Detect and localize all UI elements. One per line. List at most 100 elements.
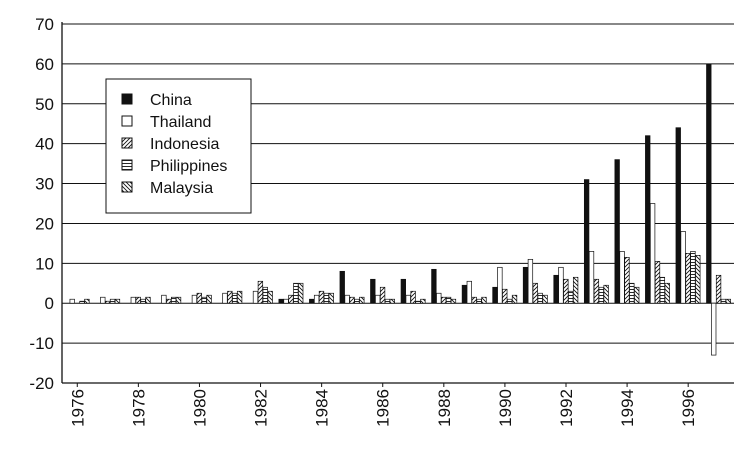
bar-philippines bbox=[201, 296, 207, 304]
bar-china bbox=[706, 63, 712, 304]
x-tick-label: 1990 bbox=[496, 389, 515, 427]
bar-thailand bbox=[161, 294, 167, 304]
bar-malaysia bbox=[389, 298, 395, 304]
bar-thailand bbox=[558, 266, 564, 304]
bar-philippines bbox=[354, 298, 360, 304]
x-tick-label: 1992 bbox=[557, 389, 576, 427]
bar-china bbox=[583, 179, 590, 304]
bar-indonesia bbox=[593, 278, 600, 304]
y-tick-label: 60 bbox=[35, 55, 54, 74]
bar-china bbox=[370, 278, 376, 304]
legend-label-malaysia: Malaysia bbox=[150, 180, 213, 197]
bar-malaysia bbox=[206, 294, 212, 304]
bar-china bbox=[645, 135, 651, 304]
legend: China Thailand Indonesia Philippines Malaysi… bbox=[105, 78, 252, 214]
bar-indonesia bbox=[135, 296, 141, 304]
bar-malaysia bbox=[511, 294, 518, 304]
bar-indonesia bbox=[166, 298, 172, 304]
x-tick-label: 1978 bbox=[129, 389, 148, 427]
x-tick-label: 1994 bbox=[618, 389, 637, 427]
bar-malaysia bbox=[114, 298, 121, 304]
bar-philippines bbox=[323, 292, 330, 304]
bar-philippines bbox=[690, 251, 696, 304]
bar-malaysia bbox=[542, 294, 548, 304]
bar-malaysia bbox=[572, 276, 579, 304]
x-tick-label: 1982 bbox=[252, 389, 271, 427]
bar-philippines bbox=[109, 298, 116, 304]
bar-malaysia bbox=[725, 298, 731, 304]
bar-indonesia bbox=[288, 294, 294, 304]
y-tick-label: 0 bbox=[45, 294, 54, 313]
bar-malaysia bbox=[84, 298, 90, 304]
bar-thailand bbox=[680, 231, 686, 304]
bar-indonesia bbox=[654, 260, 661, 304]
bar-thailand bbox=[130, 296, 136, 304]
bar-indonesia bbox=[257, 280, 264, 304]
bar-thailand bbox=[466, 280, 472, 304]
legend-swatch-thailand bbox=[121, 115, 133, 127]
bar-malaysia bbox=[236, 290, 243, 304]
bar-indonesia bbox=[715, 274, 722, 304]
bar-malaysia bbox=[420, 298, 426, 304]
bar-philippines bbox=[171, 296, 177, 304]
bar-thailand bbox=[588, 251, 595, 304]
bar-thailand bbox=[527, 258, 534, 304]
bar-malaysia bbox=[450, 298, 457, 304]
bar-thailand bbox=[344, 294, 350, 304]
bar-philippines bbox=[445, 296, 452, 304]
bar-indonesia bbox=[105, 300, 111, 304]
bar-malaysia bbox=[695, 255, 701, 304]
legend-swatch-philippines bbox=[121, 159, 133, 171]
bar-indonesia bbox=[471, 296, 477, 304]
bar-malaysia bbox=[359, 296, 365, 304]
bar-philippines bbox=[629, 282, 635, 304]
bar-china bbox=[675, 127, 681, 304]
legend-label-philippines: Philippines bbox=[150, 158, 227, 175]
bar-china bbox=[522, 266, 529, 304]
legend-label-indonesia: Indonesia bbox=[150, 136, 219, 153]
y-tick-label: 50 bbox=[35, 95, 54, 114]
bar-indonesia bbox=[227, 290, 233, 304]
bar-indonesia bbox=[624, 257, 630, 304]
legend-label-china: China bbox=[150, 92, 192, 109]
bar-philippines bbox=[140, 298, 146, 304]
bar-malaysia bbox=[267, 290, 273, 304]
bar-china bbox=[492, 286, 498, 304]
bar-philippines bbox=[720, 298, 727, 304]
y-tick-label: 70 bbox=[35, 15, 54, 34]
y-tick-label: 10 bbox=[35, 254, 54, 273]
bar-indonesia bbox=[502, 288, 508, 304]
bar-thailand bbox=[191, 294, 198, 304]
bar-philippines bbox=[232, 292, 238, 304]
y-tick-label: -20 bbox=[29, 374, 54, 393]
bar-china bbox=[400, 278, 406, 304]
bar-indonesia bbox=[532, 282, 538, 304]
bar-thailand bbox=[283, 298, 289, 304]
bar-thailand bbox=[313, 294, 320, 304]
legend-swatch-china bbox=[121, 93, 133, 105]
bar-philippines bbox=[79, 300, 85, 304]
bar-china bbox=[553, 274, 559, 304]
bar-china bbox=[614, 159, 620, 304]
bar-china bbox=[431, 268, 437, 304]
bar-thailand bbox=[100, 296, 106, 304]
bar-indonesia bbox=[563, 278, 569, 304]
bar-malaysia bbox=[145, 296, 151, 304]
bar-philippines bbox=[415, 300, 421, 304]
bar-thailand bbox=[711, 302, 717, 356]
x-tick-label: 1996 bbox=[679, 389, 698, 427]
bar-malaysia bbox=[298, 282, 304, 304]
bar-malaysia bbox=[634, 286, 640, 304]
bar-indonesia bbox=[379, 286, 386, 304]
bar-china bbox=[309, 298, 315, 304]
bar-philippines bbox=[537, 292, 543, 304]
bar-malaysia bbox=[603, 284, 609, 304]
y-tick-label: 30 bbox=[35, 175, 54, 194]
legend-swatch-malaysia bbox=[121, 181, 133, 193]
bar-indonesia bbox=[410, 290, 416, 304]
bar-thailand bbox=[619, 251, 625, 304]
bar-thailand bbox=[252, 290, 259, 304]
axes: 70 60 50 40 30 20 10 0 -10 -20 1976 1978 1980 1982 198… bbox=[29, 15, 734, 427]
